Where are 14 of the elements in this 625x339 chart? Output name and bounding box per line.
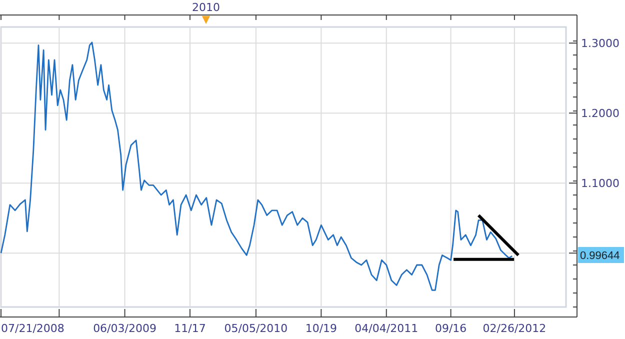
x-tick-label: 10/19 [305,322,338,335]
text: 2010 [192,1,220,14]
line-series [0,42,513,291]
x-tick-label: 09/16 [434,322,467,335]
text: 0.99644 [580,250,620,262]
y-tick-label: 1.3000 [581,37,620,50]
x-tick-label: 02/26/2012 [482,322,546,335]
x-tick-label: 05/05/2010 [224,322,288,335]
x-tick-label: 04/04/2011 [354,322,418,335]
y-tick-label: 1.2000 [581,107,620,120]
x-tick-label: 07/21/2008 [1,322,64,335]
x-tick-label: 06/03/2009 [93,322,156,335]
y-tick-label: 1.1000 [581,177,620,190]
x-tick-label: 11/17 [174,322,206,335]
